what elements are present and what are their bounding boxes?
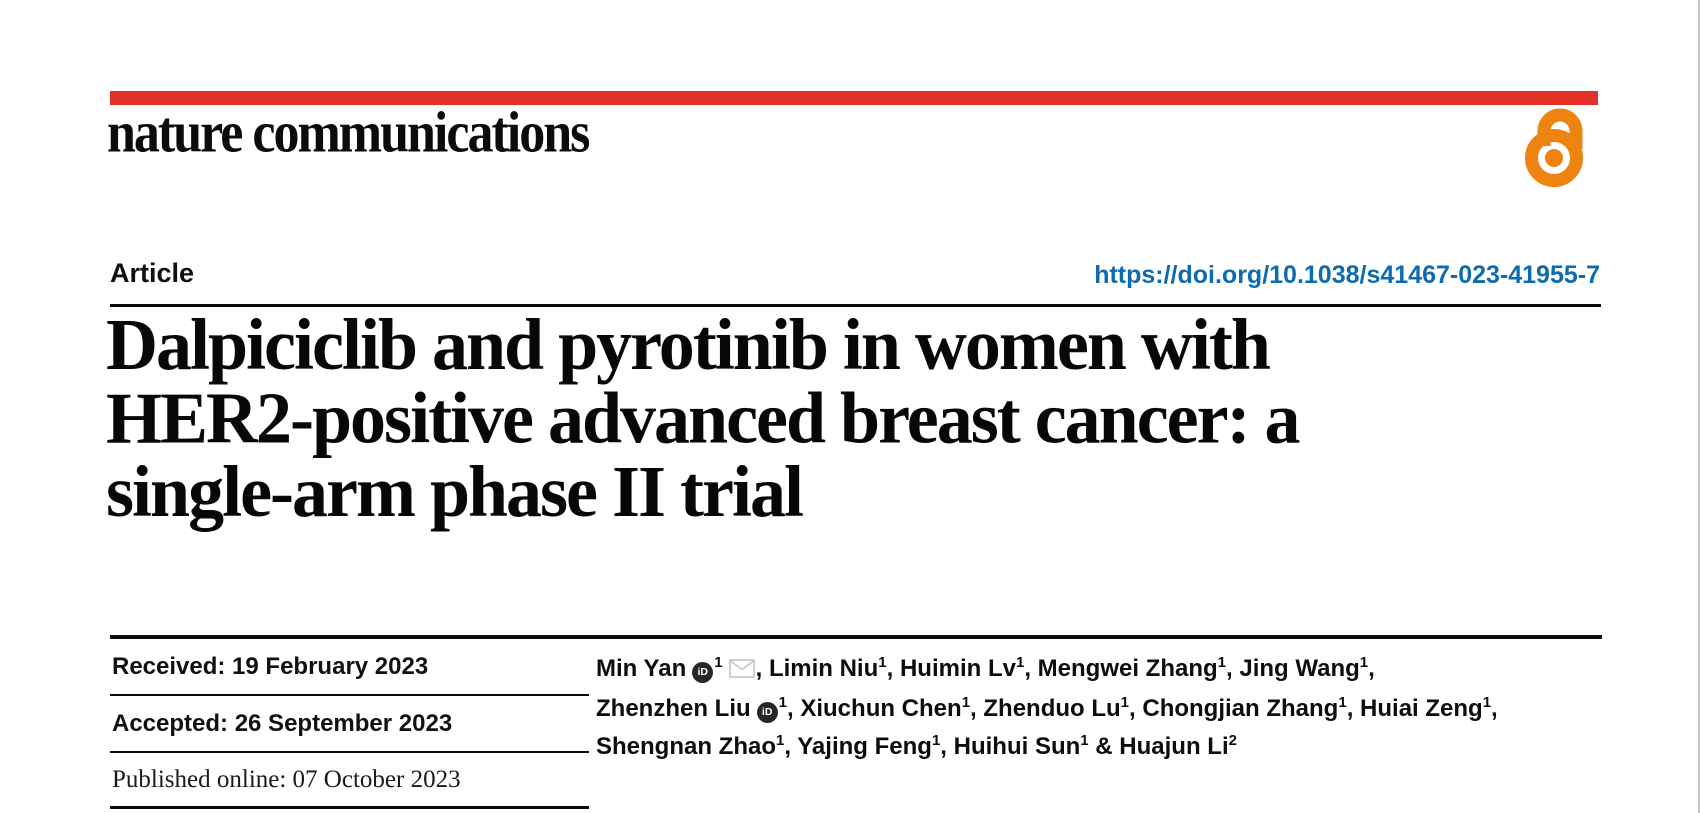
article-title: Dalpiciclib and pyrotinib in women with H… xyxy=(106,308,1546,528)
author: Mengwei Zhang1, xyxy=(1037,654,1240,682)
author: Shengnan Zhao1, xyxy=(596,732,798,760)
title-line: HER2-positive advanced breast cancer: a xyxy=(106,377,1301,459)
page-edge-line xyxy=(1698,0,1700,813)
author: Jing Wang1, xyxy=(1239,654,1375,682)
email-icon[interactable] xyxy=(728,652,755,690)
affiliation-superscript: 1 xyxy=(714,654,723,671)
title-line: Dalpiciclib and pyrotinib in women with xyxy=(106,303,1271,386)
author: Huimin Lv1, xyxy=(899,654,1038,682)
affiliation-superscript: 1 xyxy=(1120,694,1130,711)
orcid-icon[interactable]: iD xyxy=(756,702,778,723)
main-divider xyxy=(110,635,1602,639)
affiliation-superscript: 1 xyxy=(1359,654,1369,671)
article-type-label: Article xyxy=(110,258,195,288)
affiliation-superscript: 1 xyxy=(961,694,971,711)
author: Huiai Zeng1, xyxy=(1360,694,1498,722)
affiliation-superscript: 1 xyxy=(878,654,887,671)
journal-accent-bar xyxy=(110,91,1598,105)
author: Xiuchun Chen1, xyxy=(800,694,984,722)
journal-logo: nature communications xyxy=(107,101,590,165)
date-divider-3 xyxy=(110,806,589,809)
published-date: Published online: 07 October 2023 xyxy=(112,766,461,793)
affiliation-superscript: 1 xyxy=(931,732,941,749)
orcid-icon[interactable]: iD xyxy=(692,662,714,683)
title-line: single-arm phase II trial xyxy=(106,450,804,533)
affiliation-superscript: 1 xyxy=(1482,694,1492,711)
affiliation-superscript: 1 xyxy=(1338,694,1347,711)
author: Zhenduo Lu1, xyxy=(983,694,1143,722)
author: Huihui Sun1 & xyxy=(953,732,1120,760)
author: Huajun Li2 xyxy=(1119,732,1237,760)
affiliation-superscript: 1 xyxy=(776,732,785,749)
affiliation-superscript: 1 xyxy=(1217,654,1226,671)
open-access-icon xyxy=(1516,101,1600,187)
date-divider-2 xyxy=(110,751,589,753)
affiliation-superscript: 1 xyxy=(778,694,787,711)
doi-link[interactable]: https://doi.org/10.1038/s41467-023-41955… xyxy=(1094,261,1600,289)
author: Min Yan iD1, xyxy=(596,654,769,683)
author: Yajing Feng1, xyxy=(797,732,954,760)
affiliation-superscript: 2 xyxy=(1228,732,1237,749)
accepted-date: Accepted: 26 September 2023 xyxy=(112,710,453,737)
received-date: Received: 19 February 2023 xyxy=(112,653,429,680)
header-divider xyxy=(110,304,1601,307)
author: Chongjian Zhang1, xyxy=(1142,694,1361,722)
author: Limin Niu1, xyxy=(768,654,900,682)
author: Zhenzhen Liu iD1, xyxy=(596,694,801,723)
affiliation-superscript: 1 xyxy=(1080,732,1089,749)
author-list: Min Yan iD1, Limin Niu1, Huimin Lv1, Meng… xyxy=(596,650,1606,766)
date-divider-1 xyxy=(110,694,589,696)
affiliation-superscript: 1 xyxy=(1015,654,1025,671)
